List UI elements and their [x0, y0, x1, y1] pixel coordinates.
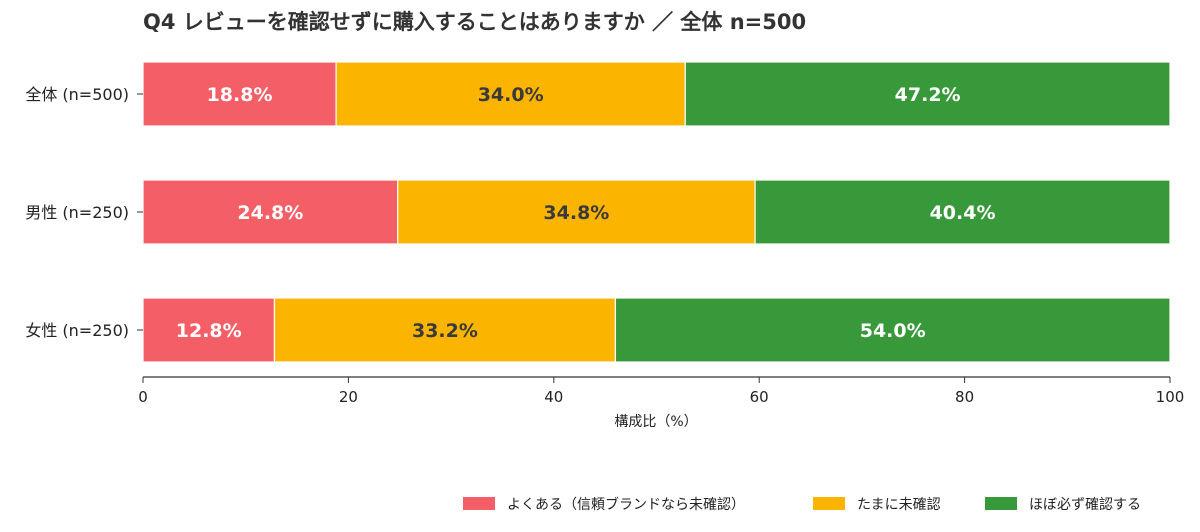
legend-label: よくある（信頼ブランドなら未確認）: [507, 496, 745, 513]
category-label: 全体 (n=500): [25, 85, 129, 104]
x-axis: 0 20 40 60 80 100: [138, 376, 1185, 406]
x-tick-label: 60: [750, 388, 769, 406]
bar-segment: [273, 297, 617, 363]
bar-segment: [397, 179, 756, 245]
bar-segment: [614, 297, 1171, 363]
bar-value-label: 47.2%: [895, 84, 961, 106]
bar-segment: [142, 179, 399, 245]
legend-swatch: [463, 497, 495, 510]
x-tick-label: 0: [138, 388, 148, 406]
legend-swatch: [985, 497, 1017, 510]
bars-group: 18.8% 34.0% 47.2% 24.8% 34.8% 40.4% 12.8% 33.2%…: [142, 61, 1171, 363]
category-label: 男性 (n=250): [25, 203, 129, 222]
chart-title: Q4 レビューを確認せずに購入することはありますか ／ 全体 n=500: [143, 10, 806, 34]
bar-segment: [754, 179, 1171, 245]
bar-segment: [335, 61, 686, 127]
category-labels: 全体 (n=500) 男性 (n=250) 女性 (n=250): [25, 85, 143, 340]
x-axis-label: 構成比（%）: [614, 414, 697, 430]
x-tick-label: 80: [955, 388, 974, 406]
legend-label: ほぼ必ず確認する: [1029, 497, 1141, 513]
bar-value-label: 33.2%: [412, 320, 478, 342]
x-tick-label: 100: [1156, 388, 1185, 406]
bar-value-label: 12.8%: [176, 320, 242, 342]
x-tick-label: 20: [339, 388, 358, 406]
bar-value-label: 54.0%: [860, 320, 926, 342]
bar-value-label: 24.8%: [237, 202, 303, 224]
bar-value-label: 18.8%: [207, 84, 273, 106]
legend-label: たまに未確認: [857, 497, 941, 513]
bar-value-label: 40.4%: [930, 202, 996, 224]
legend-swatch: [813, 497, 845, 510]
bar-segment: [142, 297, 276, 363]
category-label: 女性 (n=250): [25, 321, 129, 340]
bar-segment: [684, 61, 1171, 127]
bar-value-label: 34.0%: [478, 84, 544, 106]
legend: よくある（信頼ブランドなら未確認） たまに未確認 ほぼ必ず確認する: [463, 496, 1141, 513]
bar-value-label: 34.8%: [543, 202, 609, 224]
bar-segment: [142, 61, 337, 127]
x-tick-label: 40: [544, 388, 563, 406]
